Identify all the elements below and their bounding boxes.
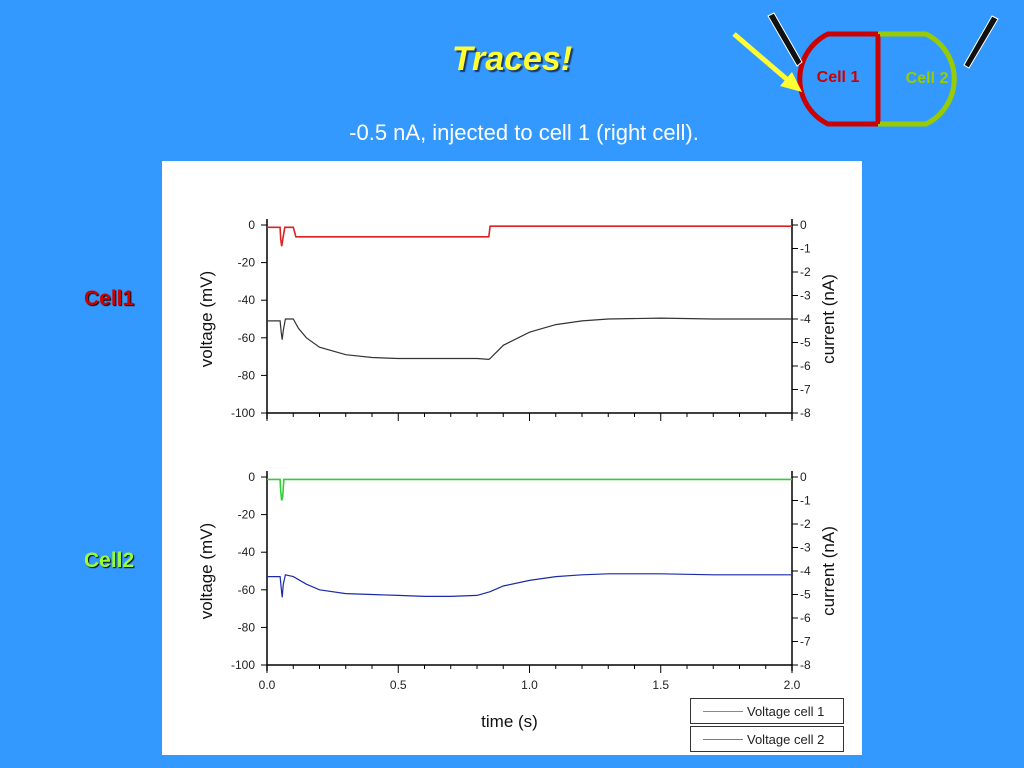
chart2-series-2-line: [267, 573, 792, 598]
chart1-y-tick-label: -20: [238, 256, 256, 270]
injection-arrow-icon: [732, 32, 792, 84]
chart1-y-tick-label: -40: [238, 293, 256, 307]
chart2-y2-tick-label: -8: [800, 658, 811, 672]
chart2-y-tick-label: -60: [238, 583, 256, 597]
cell1-outline: [797, 31, 881, 127]
chart1-y2-tick-label: -3: [800, 289, 811, 303]
legend-label-cell2: Voltage cell 2: [747, 732, 825, 747]
schematic-cell1-label: Cell 1: [817, 69, 860, 86]
chart1-y2-tick-label: -4: [800, 312, 811, 326]
plot-panel: 0 -20 -40 -60 -80 -100 0 -1 -2 -3 -4 -5 -6 -7 -8 voltag…: [162, 161, 862, 755]
chart2-y2-tick-label: -4: [800, 564, 811, 578]
slide-title: Traces!: [451, 40, 573, 78]
schematic-cell2-label: Cell 2: [906, 70, 949, 87]
chart2-y-tick-label: -80: [238, 620, 256, 634]
chart2-x-tick-label: 0.0: [259, 678, 276, 692]
chart2-y-tick-label: -100: [231, 658, 255, 672]
chart2-y2-tick-label: -3: [800, 541, 811, 555]
chart2-y-tick-label: 0: [248, 470, 255, 484]
slide-subtitle: -0.5 nA, injected to cell 1 (right cell)…: [349, 120, 699, 145]
electrode-right-icon: [963, 15, 999, 69]
cell1-side-label: Cell1: [84, 287, 135, 310]
chart1-y2-tick-label: -6: [800, 359, 811, 373]
chart1-y-tick-label: 0: [248, 218, 255, 232]
chart2-y2-tick-label: -2: [800, 517, 811, 531]
chart1-y-tick-label: -60: [238, 331, 256, 345]
chart2-series-1-line: [267, 478, 792, 501]
cell2-outline: [878, 31, 957, 127]
chart2-xlabel: time (s): [481, 712, 538, 731]
legend-entry-voltage-cell-1: Voltage cell 1: [690, 698, 844, 724]
chart1-y2-tick-label: 0: [800, 218, 807, 232]
chart2-y2-tick-label: -5: [800, 588, 811, 602]
chart1-y-tick-label: -100: [231, 406, 255, 420]
chart2-ylabel: voltage (mV): [197, 523, 216, 619]
chart2-y2-tick-label: -7: [800, 635, 811, 649]
chart2-y2-tick-label: -1: [800, 494, 811, 508]
chart1-y2-tick-label: -2: [800, 265, 811, 279]
legend-swatch-cell2: [703, 739, 743, 740]
chart1-y2-tick-label: -8: [800, 406, 811, 420]
chart1-y2-tick-label: -1: [800, 242, 811, 256]
legend-label-cell1: Voltage cell 1: [747, 704, 825, 719]
chart2-x-tick-label: 1.5: [652, 678, 669, 692]
chart1-ylabel: voltage (mV): [197, 271, 216, 367]
chart2-y2label: current (nA): [819, 526, 838, 616]
chart2-y2-tick-label: 0: [800, 470, 807, 484]
traces-charts: 0-20-40-60-80-1000-1-2-3-4-5-6-7-8voltag…: [197, 218, 838, 731]
chart2-x-tick-label: 2.0: [784, 678, 801, 692]
chart2-y-tick-label: -20: [238, 508, 256, 522]
chart1-y2label: current (nA): [819, 274, 838, 364]
chart1-y2-tick-label: -5: [800, 336, 811, 350]
chart2-x-tick-label: 0.5: [390, 678, 407, 692]
cell2-side-label: Cell2: [84, 549, 135, 572]
legend-entry-voltage-cell-2: Voltage cell 2: [690, 726, 844, 752]
chart1-y-tick-label: -80: [238, 368, 256, 382]
chart2-x-tick-label: 1.0: [521, 678, 538, 692]
electrode-left-icon: [767, 12, 803, 67]
cell-schematic: Cell 1 Cell 2: [732, 12, 999, 127]
chart2-y2-tick-label: -6: [800, 611, 811, 625]
chart1-series-2-line: [267, 317, 792, 361]
chart1-y2-tick-label: -7: [800, 383, 811, 397]
legend-swatch-cell1: [703, 711, 743, 712]
chart1-series-1-line: [267, 225, 792, 247]
chart2-y-tick-label: -40: [238, 545, 256, 559]
